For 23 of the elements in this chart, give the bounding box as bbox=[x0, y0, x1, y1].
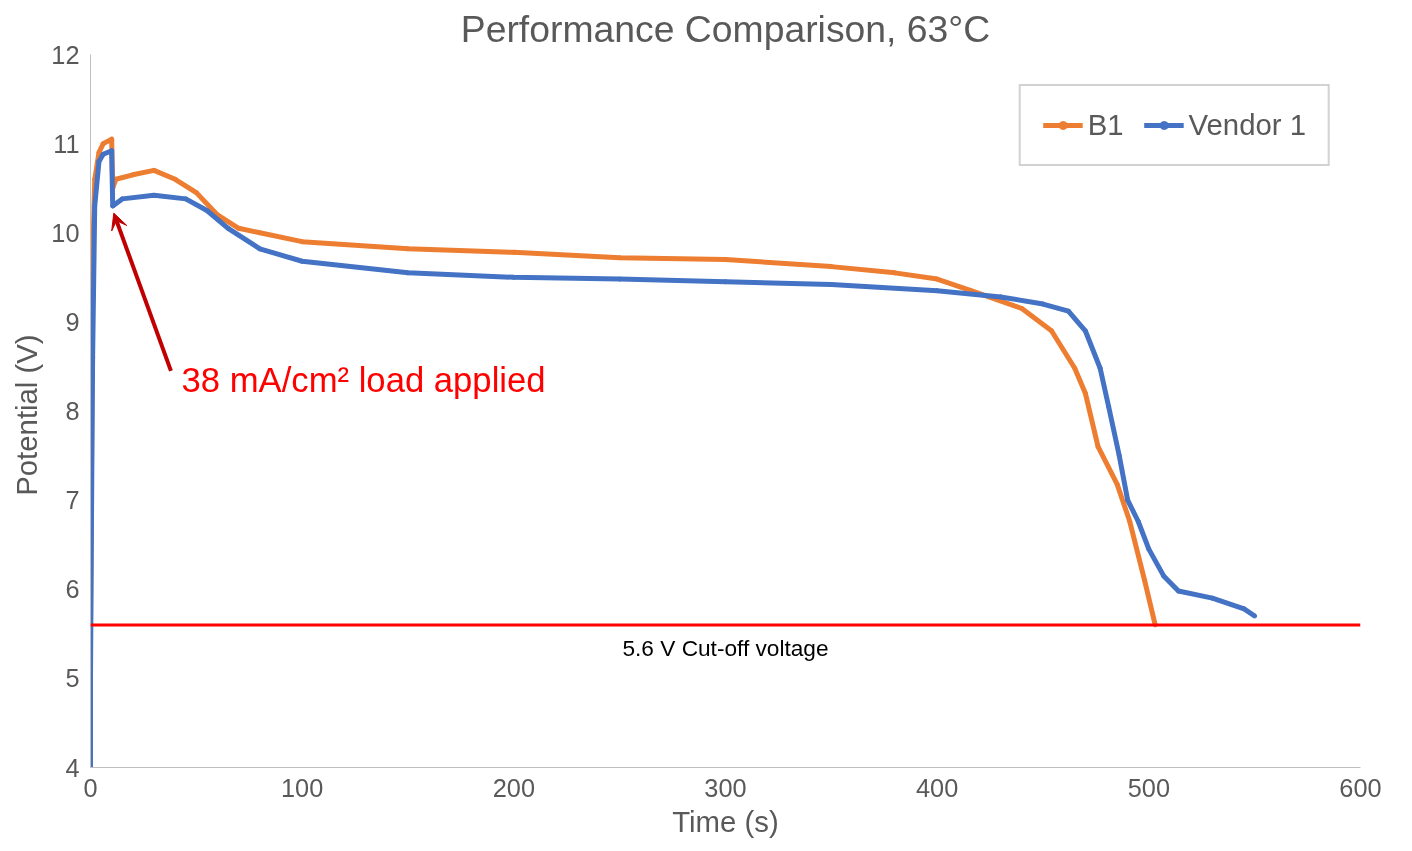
chart-title: Performance Comparison, 63°C bbox=[460, 7, 991, 50]
ref-line-label: 5.6 V Cut-off voltage bbox=[622, 634, 829, 661]
y-tick-label: 4 bbox=[65, 753, 80, 782]
x-tick-label: 600 bbox=[1339, 773, 1382, 802]
legend-label: Vendor 1 bbox=[1188, 108, 1306, 142]
y-tick-label: 6 bbox=[65, 575, 80, 604]
legend-label: B1 bbox=[1087, 108, 1124, 142]
x-tick-label: 300 bbox=[704, 773, 747, 802]
y-tick-label: 10 bbox=[51, 218, 80, 247]
y-tick-label: 7 bbox=[65, 486, 80, 515]
x-axis-title: Time (s) bbox=[672, 804, 779, 838]
y-tick-label: 5 bbox=[65, 664, 80, 693]
y-tick-label: 11 bbox=[53, 129, 80, 158]
y-tick-label: 12 bbox=[51, 40, 80, 69]
y-tick-label: 9 bbox=[65, 307, 80, 336]
x-tick-label: 200 bbox=[492, 773, 535, 802]
annotation: 38 mA/cm² load applied bbox=[181, 360, 546, 399]
x-tick-label: 400 bbox=[916, 773, 959, 802]
x-tick-label: 0 bbox=[83, 773, 98, 802]
x-tick-label: 100 bbox=[281, 773, 324, 802]
y-tick-label: 8 bbox=[65, 397, 80, 425]
x-tick-label: 500 bbox=[1127, 773, 1170, 802]
y-axis-title: Potential (V) bbox=[10, 334, 44, 496]
